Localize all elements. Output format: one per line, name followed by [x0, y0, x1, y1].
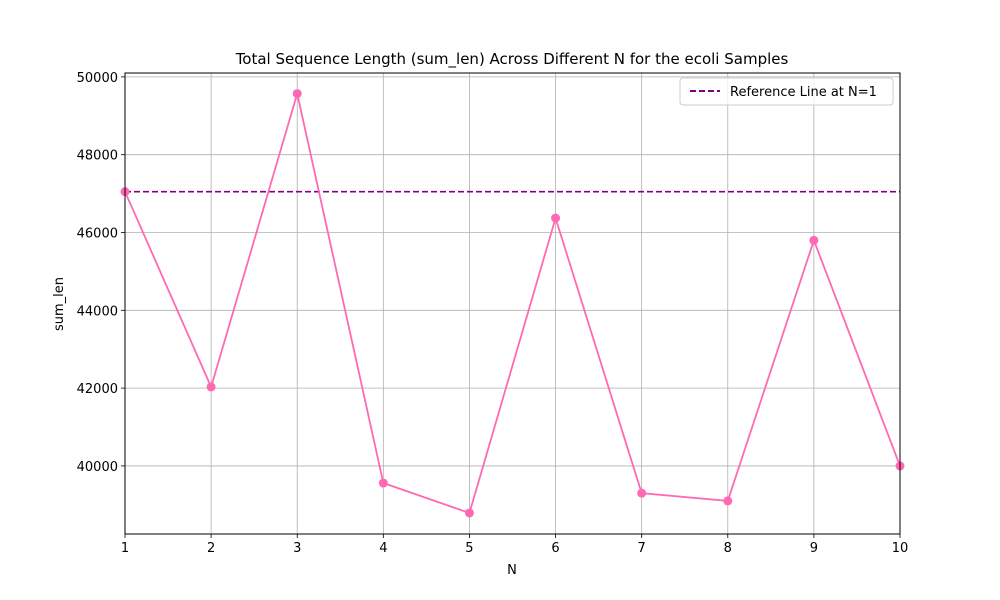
y-tick-label: 48000 — [77, 149, 118, 164]
x-axis-title: N — [507, 563, 517, 578]
plot-frame — [124, 72, 901, 535]
x-tick-label: 3 — [293, 541, 301, 556]
data-point — [637, 488, 647, 498]
series-line — [124, 93, 901, 515]
data-point — [723, 496, 733, 506]
data-point — [292, 89, 302, 99]
x-tick-label: 6 — [551, 541, 559, 556]
ticks: 1 2 3 4 5 6 7 8 9 10 40000 42000 44000 46000 48000 5000… — [77, 71, 909, 556]
y-tick-label: 46000 — [77, 227, 118, 242]
data-point — [809, 235, 819, 245]
x-tick-label: 1 — [121, 541, 129, 556]
legend-label-reference-line: Reference Line at N=1 — [730, 85, 877, 100]
x-tick-label: 5 — [465, 541, 473, 556]
data-point — [378, 478, 388, 488]
y-tick-label: 42000 — [77, 382, 118, 397]
y-tick-label: 44000 — [77, 304, 118, 319]
x-tick-label: 4 — [379, 541, 387, 556]
x-tick-label: 9 — [810, 541, 818, 556]
chart-title: Total Sequence Length (sum_len) Across D… — [235, 50, 789, 69]
data-point — [206, 382, 216, 392]
x-tick-label: 7 — [638, 541, 646, 556]
y-tick-label: 50000 — [77, 71, 118, 86]
data-point — [464, 508, 474, 518]
x-tick-label: 2 — [207, 541, 215, 556]
series-layer — [120, 89, 905, 518]
y-tick-label: 40000 — [77, 460, 118, 475]
data-point — [551, 213, 561, 223]
x-tick-label: 8 — [724, 541, 732, 556]
x-tick-label: 10 — [892, 541, 909, 556]
y-axis-title: sum_len — [52, 277, 67, 331]
legend-frame — [679, 77, 894, 106]
legend: Reference Line at N=1 — [679, 77, 894, 106]
